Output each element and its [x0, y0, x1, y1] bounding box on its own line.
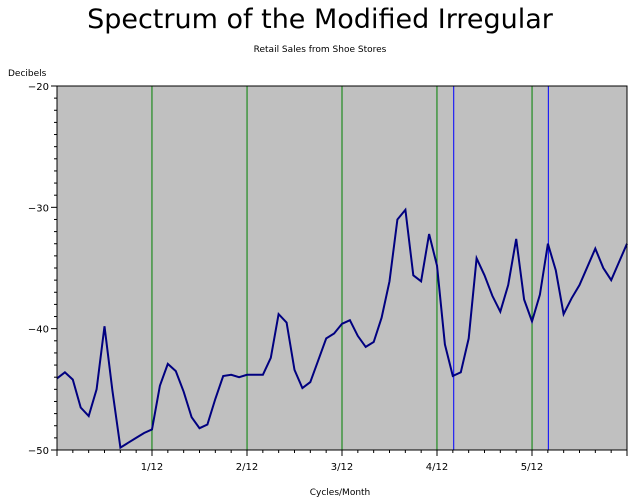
y-tick-label: −20	[28, 82, 49, 93]
y-tick-label: −50	[28, 446, 49, 457]
x-tick-label: 1/12	[141, 462, 163, 473]
chart-title: Spectrum of the Modified Irregular	[87, 4, 553, 35]
x-tick-label: 3/12	[331, 462, 353, 473]
y-axis-label: Decibels	[8, 69, 47, 79]
x-tick-label: 5/12	[521, 462, 543, 473]
x-axis-label: Cycles/Month	[309, 488, 371, 498]
axes: −20 −30 −40 −50 1/12 2/12 3/12 4/12 5/12	[28, 82, 628, 473]
x-tick-label: 2/12	[236, 462, 258, 473]
series-line	[56, 207, 628, 450]
y-tick-label: −40	[28, 325, 49, 336]
reference-lines	[151, 86, 549, 450]
y-tick-label: −30	[28, 203, 49, 214]
chart-subtitle: Retail Sales from Shoe Stores	[253, 45, 387, 55]
x-tick-label: 4/12	[426, 462, 448, 473]
